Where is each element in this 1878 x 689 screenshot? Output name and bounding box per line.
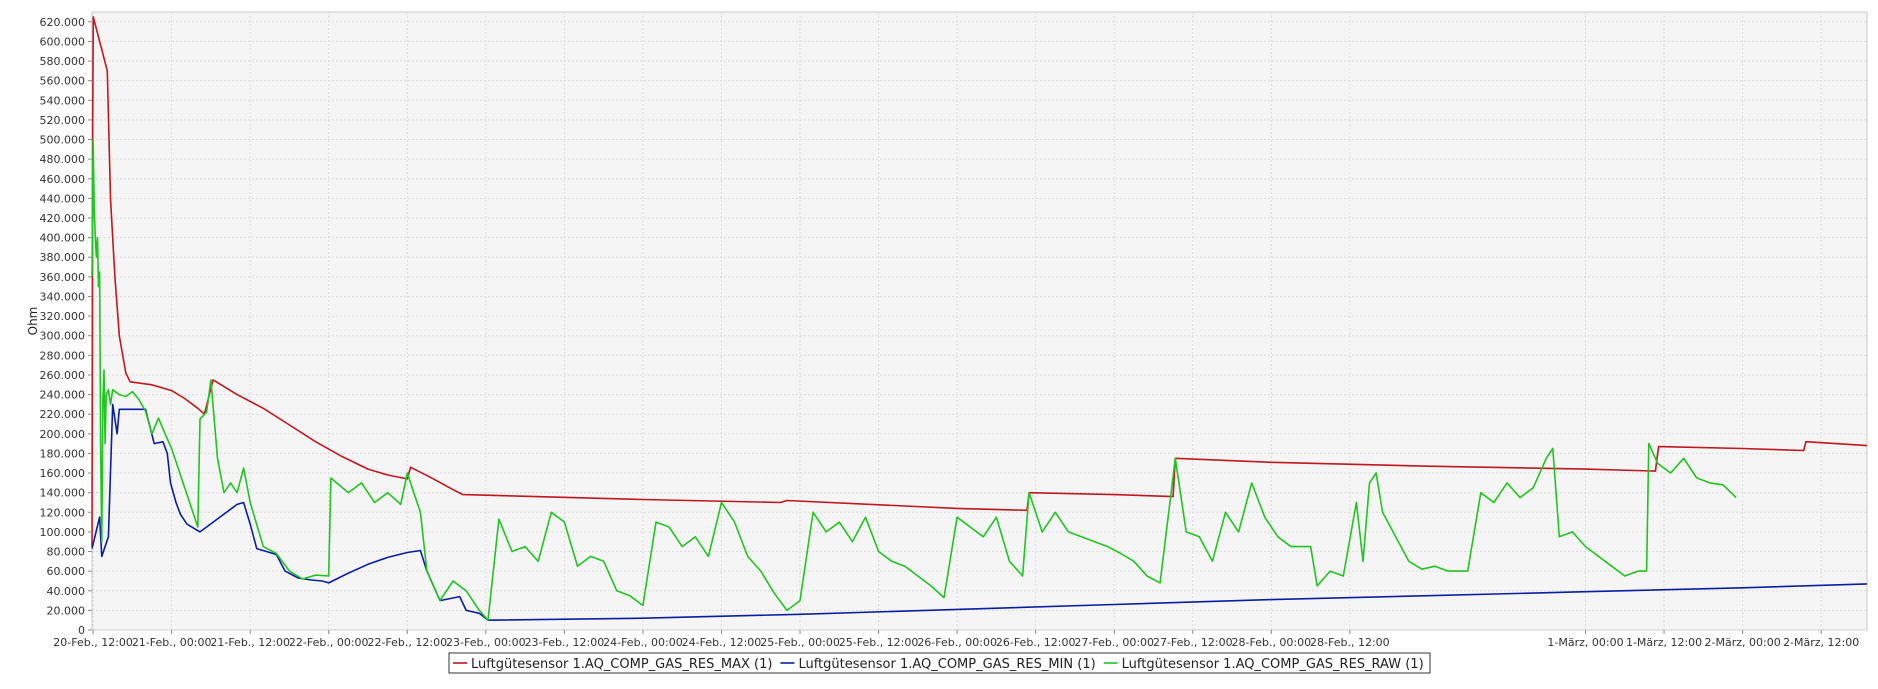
y-tick-label: 200.000 bbox=[40, 428, 86, 441]
y-tick-label: 360.000 bbox=[40, 271, 86, 284]
x-tick-label: 24-Feb., 12:00 bbox=[682, 636, 762, 649]
x-tick-label: 26-Feb., 00:00 bbox=[917, 636, 997, 649]
x-tick-label: 2-März, 12:00 bbox=[1783, 636, 1859, 649]
y-tick-label: 540.000 bbox=[40, 94, 86, 107]
y-tick-label: 120.000 bbox=[40, 506, 86, 519]
y-tick-label: 600.000 bbox=[40, 35, 86, 48]
x-tick-label: 28-Feb., 12:00 bbox=[1310, 636, 1390, 649]
y-tick-label: 420.000 bbox=[40, 212, 86, 225]
y-tick-label: 160.000 bbox=[40, 467, 86, 480]
x-tick-label: 26-Feb., 12:00 bbox=[996, 636, 1076, 649]
y-tick-label: 240.000 bbox=[40, 389, 86, 402]
x-tick-label: 1-März, 00:00 bbox=[1547, 636, 1623, 649]
legend-entry: Luftgütesensor 1.AQ_COMP_GAS_RES_MAX (1) bbox=[471, 657, 772, 672]
series-line-0 bbox=[91, 16, 1868, 547]
y-tick-label: 180.000 bbox=[40, 447, 86, 460]
y-tick-label: 480.000 bbox=[40, 153, 86, 166]
y-tick-label: 580.000 bbox=[40, 55, 86, 68]
legend-entry: Luftgütesensor 1.AQ_COMP_GAS_RES_MIN (1) bbox=[798, 657, 1095, 672]
legend-box bbox=[448, 652, 1431, 674]
x-tick-label: 27-Feb., 12:00 bbox=[1153, 636, 1233, 649]
y-tick-label: 40.000 bbox=[47, 585, 86, 598]
legend: Luftgütesensor 1.AQ_COMP_GAS_RES_MAX (1)… bbox=[448, 652, 1431, 674]
y-tick-label: 80.000 bbox=[47, 546, 86, 559]
x-tick-label: 28-Feb., 00:00 bbox=[1232, 636, 1312, 649]
y-tick-label: 560.000 bbox=[40, 75, 86, 88]
x-tick-label: 1-März, 12:00 bbox=[1626, 636, 1702, 649]
series-line-2 bbox=[91, 138, 1737, 622]
series-line-1 bbox=[91, 403, 1868, 622]
x-tick-label: 23-Feb., 00:00 bbox=[446, 636, 526, 649]
x-tick-label: 27-Feb., 00:00 bbox=[1074, 636, 1154, 649]
y-tick-label: 320.000 bbox=[40, 310, 86, 323]
y-tick-label: 60.000 bbox=[47, 565, 86, 578]
y-tick-label: 0 bbox=[78, 624, 85, 637]
x-tick-label: 24-Feb., 00:00 bbox=[603, 636, 683, 649]
y-tick-label: 220.000 bbox=[40, 408, 86, 421]
y-axis: 0 20.000 40.000 60.000 80.000 100.000 120.000 1… bbox=[40, 16, 92, 637]
y-tick-label: 380.000 bbox=[40, 251, 86, 264]
x-tick-label: 22-Feb., 00:00 bbox=[289, 636, 369, 649]
x-tick-label: 21-Feb., 00:00 bbox=[132, 636, 212, 649]
plot-area bbox=[91, 11, 1868, 631]
y-tick-label: 520.000 bbox=[40, 114, 86, 127]
y-tick-label: 340.000 bbox=[40, 290, 86, 303]
y-tick-label: 260.000 bbox=[40, 369, 86, 382]
x-tick-label: 23-Feb., 12:00 bbox=[525, 636, 605, 649]
y-tick-label: 280.000 bbox=[40, 349, 86, 362]
y-tick-label: 100.000 bbox=[40, 526, 86, 539]
x-tick-label: 21-Feb., 12:00 bbox=[210, 636, 290, 649]
x-tick-label: 2-März, 00:00 bbox=[1705, 636, 1781, 649]
legend-entry: Luftgütesensor 1.AQ_COMP_GAS_RES_RAW (1) bbox=[1122, 657, 1424, 672]
y-tick-label: 140.000 bbox=[40, 487, 86, 500]
x-tick-label: 25-Feb., 12:00 bbox=[839, 636, 919, 649]
series-lines bbox=[91, 16, 1868, 622]
y-tick-label: 460.000 bbox=[40, 173, 86, 186]
x-tick-label: 22-Feb., 12:00 bbox=[367, 636, 447, 649]
x-tick-label: 25-Feb., 00:00 bbox=[760, 636, 840, 649]
y-tick-label: 300.000 bbox=[40, 330, 86, 343]
y-tick-label: 400.000 bbox=[40, 232, 86, 245]
x-tick-label: 20-Feb., 12:00 bbox=[53, 636, 133, 649]
y-tick-label: 20.000 bbox=[47, 604, 86, 617]
y-tick-label: 620.000 bbox=[40, 16, 86, 29]
y-tick-label: 440.000 bbox=[40, 192, 86, 205]
y-tick-label: 500.000 bbox=[40, 134, 86, 147]
y-axis-title: Ohm bbox=[26, 307, 40, 336]
